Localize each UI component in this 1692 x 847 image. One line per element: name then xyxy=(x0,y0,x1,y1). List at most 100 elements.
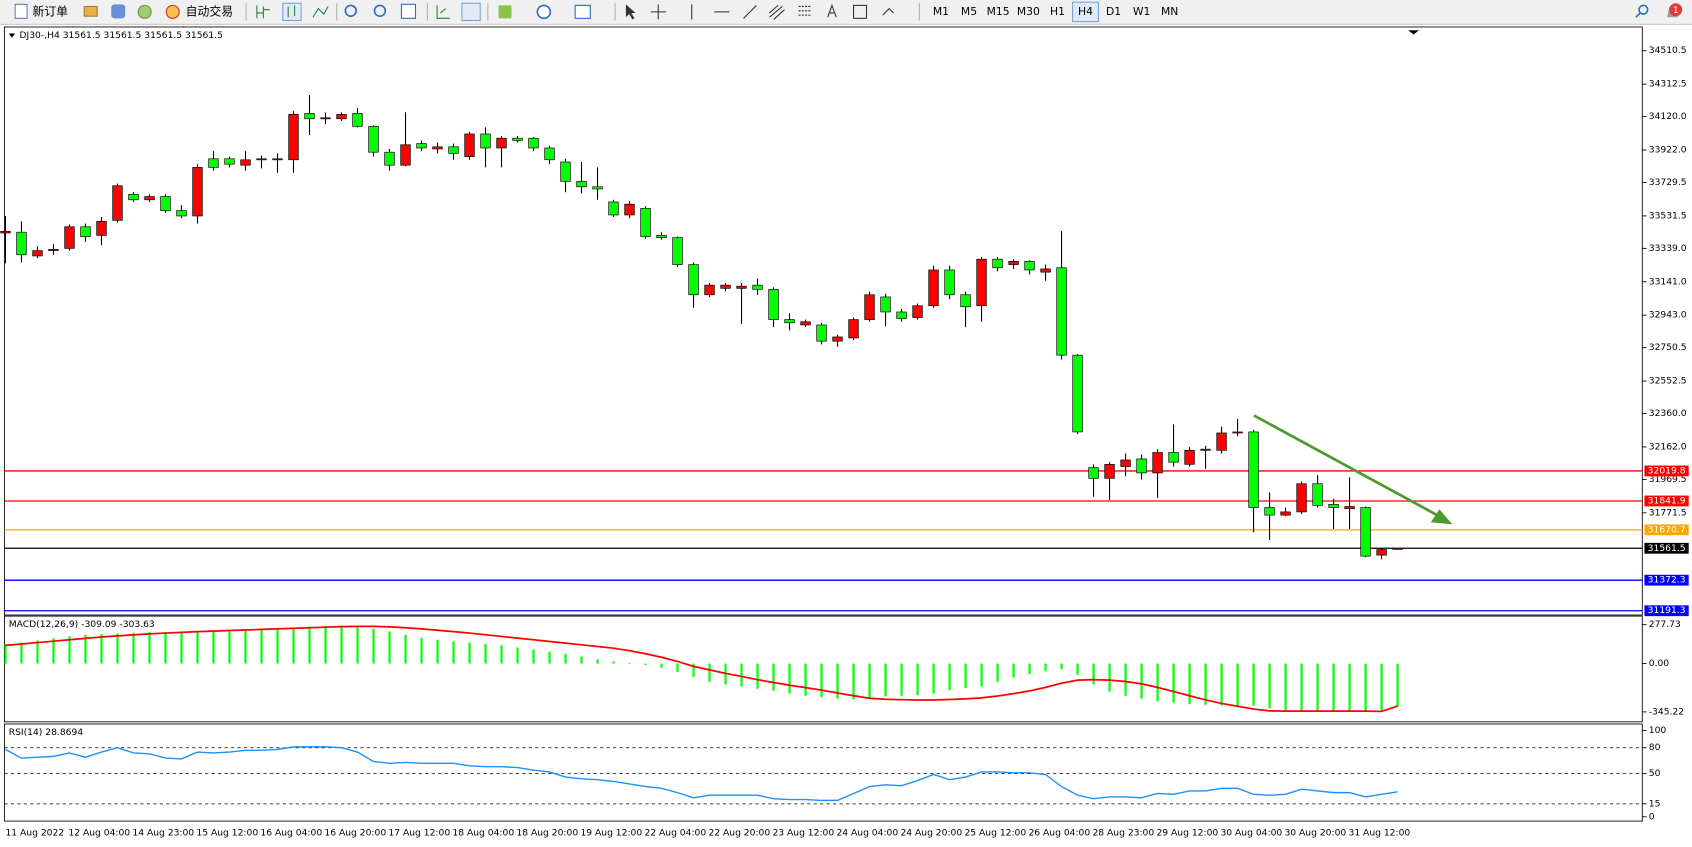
timeframe-label: H4 xyxy=(1078,5,1093,18)
y-tick-label: 50 xyxy=(1649,768,1661,779)
macd-bar xyxy=(52,638,55,664)
pane-frame xyxy=(3,26,1643,616)
indicators-button[interactable] xyxy=(498,5,512,19)
timeframe-button[interactable]: M30 xyxy=(1017,5,1040,18)
y-tick-label: 32750.5 xyxy=(1649,342,1687,353)
x-tick-label: 25 Aug 12:00 xyxy=(964,827,1026,838)
candle-body xyxy=(672,237,683,265)
timeframe-button[interactable]: M1 xyxy=(933,5,949,18)
trendline-button[interactable] xyxy=(743,5,757,19)
x-tick-label: 26 Aug 04:00 xyxy=(1028,827,1090,838)
macd-bar xyxy=(500,645,503,664)
candle-body xyxy=(704,284,715,296)
candle-body xyxy=(576,181,587,188)
cursor-button[interactable] xyxy=(625,4,636,20)
candle-body xyxy=(400,144,411,166)
periods-button[interactable] xyxy=(536,4,552,20)
y-tick-label: 33141.0 xyxy=(1649,276,1687,287)
timeframe-label: M15 xyxy=(987,5,1010,18)
timeframe-button[interactable]: W1 xyxy=(1133,5,1151,18)
templates-button[interactable] xyxy=(574,4,591,19)
candle-body xyxy=(1152,452,1163,474)
x-tick-label: 24 Aug 04:00 xyxy=(836,827,898,838)
macd-bar xyxy=(1300,663,1303,712)
timeframe-button[interactable]: H4 xyxy=(1072,1,1100,23)
notification-count: 1 xyxy=(1673,6,1679,16)
candle-body xyxy=(512,137,523,141)
candle-body xyxy=(992,258,1003,269)
macd-bar xyxy=(308,626,311,664)
level-label: 32019.8 xyxy=(1648,465,1686,476)
autoscroll-button[interactable] xyxy=(436,5,451,19)
text-button[interactable] xyxy=(827,3,837,18)
macd-bar xyxy=(1124,663,1127,696)
macd-bar xyxy=(692,663,695,677)
candle-body xyxy=(528,137,539,149)
arrows-button[interactable] xyxy=(882,7,894,16)
new-order-button[interactable]: 新订单 xyxy=(14,3,68,19)
chart-shift-marker xyxy=(1408,30,1419,35)
label-button[interactable] xyxy=(853,4,868,19)
timeframe-button[interactable]: MN xyxy=(1161,5,1178,18)
y-tick-label: 32162.0 xyxy=(1649,441,1687,452)
candle-body xyxy=(352,113,363,127)
fibonacci-button[interactable] xyxy=(798,5,812,16)
macd-bar xyxy=(596,659,599,664)
candle-body xyxy=(240,159,251,166)
x-tick-label: 29 Aug 12:00 xyxy=(1156,827,1218,838)
macd-bar xyxy=(772,663,775,691)
macd-bar xyxy=(1316,663,1319,712)
timeframe-button[interactable]: M15 xyxy=(987,5,1010,18)
channel-button[interactable] xyxy=(769,4,785,20)
candle-body xyxy=(736,285,747,289)
zoom-in-button[interactable] xyxy=(344,4,357,17)
icon-button[interactable] xyxy=(111,4,126,19)
icon-button[interactable] xyxy=(83,5,98,17)
macd-bar xyxy=(1108,663,1111,692)
candle-body xyxy=(1376,549,1387,556)
crosshair-button[interactable] xyxy=(650,4,666,20)
zoom-out-button[interactable] xyxy=(373,4,387,17)
icon-button[interactable] xyxy=(137,4,152,19)
candle-body xyxy=(448,146,459,154)
candle-body xyxy=(784,319,795,324)
y-tick-label: 0 xyxy=(1649,811,1655,822)
line-chart-button[interactable] xyxy=(312,6,329,18)
macd-bar xyxy=(1012,663,1015,678)
x-tick-label: 19 Aug 12:00 xyxy=(580,827,642,838)
macd-bar xyxy=(1156,663,1159,702)
tile-button[interactable] xyxy=(400,3,417,19)
rsi-line xyxy=(5,746,1398,802)
notifications-button[interactable]: 1 xyxy=(1667,3,1683,18)
candle-body xyxy=(1120,459,1131,467)
pane-title: DJ30-,H4 31561.5 31561.5 31561.5 31561.5 xyxy=(20,30,224,41)
macd-bar xyxy=(1380,663,1383,712)
bar-chart-button[interactable] xyxy=(256,5,270,19)
candle-chart-button[interactable] xyxy=(282,2,302,22)
search-button[interactable] xyxy=(1638,4,1649,15)
candle-body xyxy=(224,158,235,165)
timeframe-button[interactable]: M5 xyxy=(961,5,977,18)
candle-body xyxy=(464,133,475,157)
x-tick-label: 28 Aug 23:00 xyxy=(1092,827,1154,838)
macd-bar xyxy=(1076,663,1079,675)
new-order-icon xyxy=(14,3,28,19)
chart-shift-button[interactable] xyxy=(461,2,481,22)
macd-bar xyxy=(1140,663,1143,699)
timeframe-label: M5 xyxy=(961,5,977,18)
y-tick-label: 31969.5 xyxy=(1649,474,1687,485)
candle-body xyxy=(1104,464,1115,479)
y-tick-label: 32943.0 xyxy=(1649,310,1687,321)
candle-body xyxy=(896,311,907,319)
macd-bar xyxy=(404,634,407,664)
x-tick-label: 18 Aug 20:00 xyxy=(516,827,578,838)
candle-body xyxy=(1344,506,1355,510)
timeframe-button[interactable]: D1 xyxy=(1106,5,1121,18)
macd-bar xyxy=(516,647,519,664)
macd-bar xyxy=(916,663,919,696)
candle-body xyxy=(1168,452,1179,463)
auto-trade-button[interactable]: 自动交易 xyxy=(165,4,233,19)
candle-body xyxy=(80,226,91,237)
candle-body xyxy=(848,319,859,339)
timeframe-button[interactable]: H1 xyxy=(1050,5,1065,18)
